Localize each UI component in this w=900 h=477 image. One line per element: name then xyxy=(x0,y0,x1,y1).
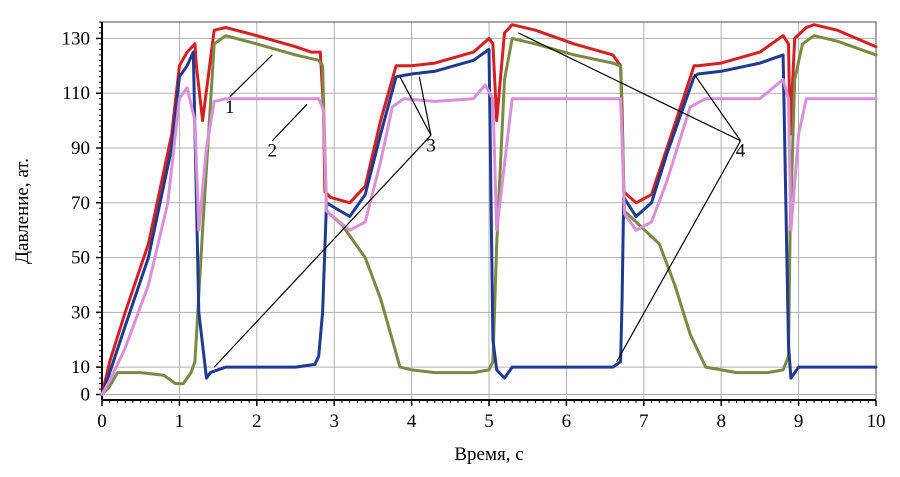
y-axis-title: Давление, ат. xyxy=(12,158,33,264)
y-tick-label: 50 xyxy=(71,248,90,269)
x-tick-label: 7 xyxy=(639,411,649,432)
y-tick-label: 0 xyxy=(81,385,91,406)
y-tick-label: 10 xyxy=(71,357,90,378)
x-axis-title: Время, с xyxy=(454,444,523,465)
x-tick-label: 9 xyxy=(794,411,804,432)
y-tick-label: 130 xyxy=(62,28,91,49)
annotation-4-label: 4 xyxy=(736,141,746,162)
annotation-1-label: 1 xyxy=(225,97,235,118)
x-tick-label: 0 xyxy=(97,411,107,432)
y-tick-label: 70 xyxy=(71,193,90,214)
series-layer xyxy=(100,23,878,396)
x-tick-labels: 0 1 2 3 4 5 6 7 8 9 10 xyxy=(97,411,885,432)
annotation-2-label: 2 xyxy=(268,141,278,162)
x-tick-label: 5 xyxy=(484,411,494,432)
annotation-4-leader xyxy=(616,140,742,362)
series-2-line xyxy=(100,34,878,396)
annotation-layer: 1 2 3 4 xyxy=(213,32,746,368)
series-1-line xyxy=(100,23,878,396)
series-3-line xyxy=(100,47,878,396)
annotation-4-leader xyxy=(693,73,742,142)
x-tick-label: 2 xyxy=(252,411,262,432)
x-tick-label: 1 xyxy=(175,411,185,432)
x-tick-label: 4 xyxy=(407,411,417,432)
series-4-line xyxy=(100,78,878,396)
annotation-2-leader xyxy=(271,103,308,142)
annotation-4-leader xyxy=(518,32,741,142)
x-tick-label: 3 xyxy=(329,411,339,432)
annotation-3-leader xyxy=(213,134,432,368)
y-tick-labels: 0 10 30 50 70 90 110 130 xyxy=(62,28,91,405)
y-tick-label: 110 xyxy=(62,83,90,104)
annotation-3-label: 3 xyxy=(426,135,436,156)
annotation-3-leader xyxy=(418,76,432,136)
y-tick-label: 90 xyxy=(71,138,90,159)
y-tick-label: 30 xyxy=(71,302,90,323)
x-tick-label: 10 xyxy=(867,411,886,432)
x-tick-label: 6 xyxy=(562,411,572,432)
annotation-3-leader xyxy=(399,76,432,136)
annotation-1-leader xyxy=(229,54,273,98)
x-tick-label: 8 xyxy=(716,411,726,432)
